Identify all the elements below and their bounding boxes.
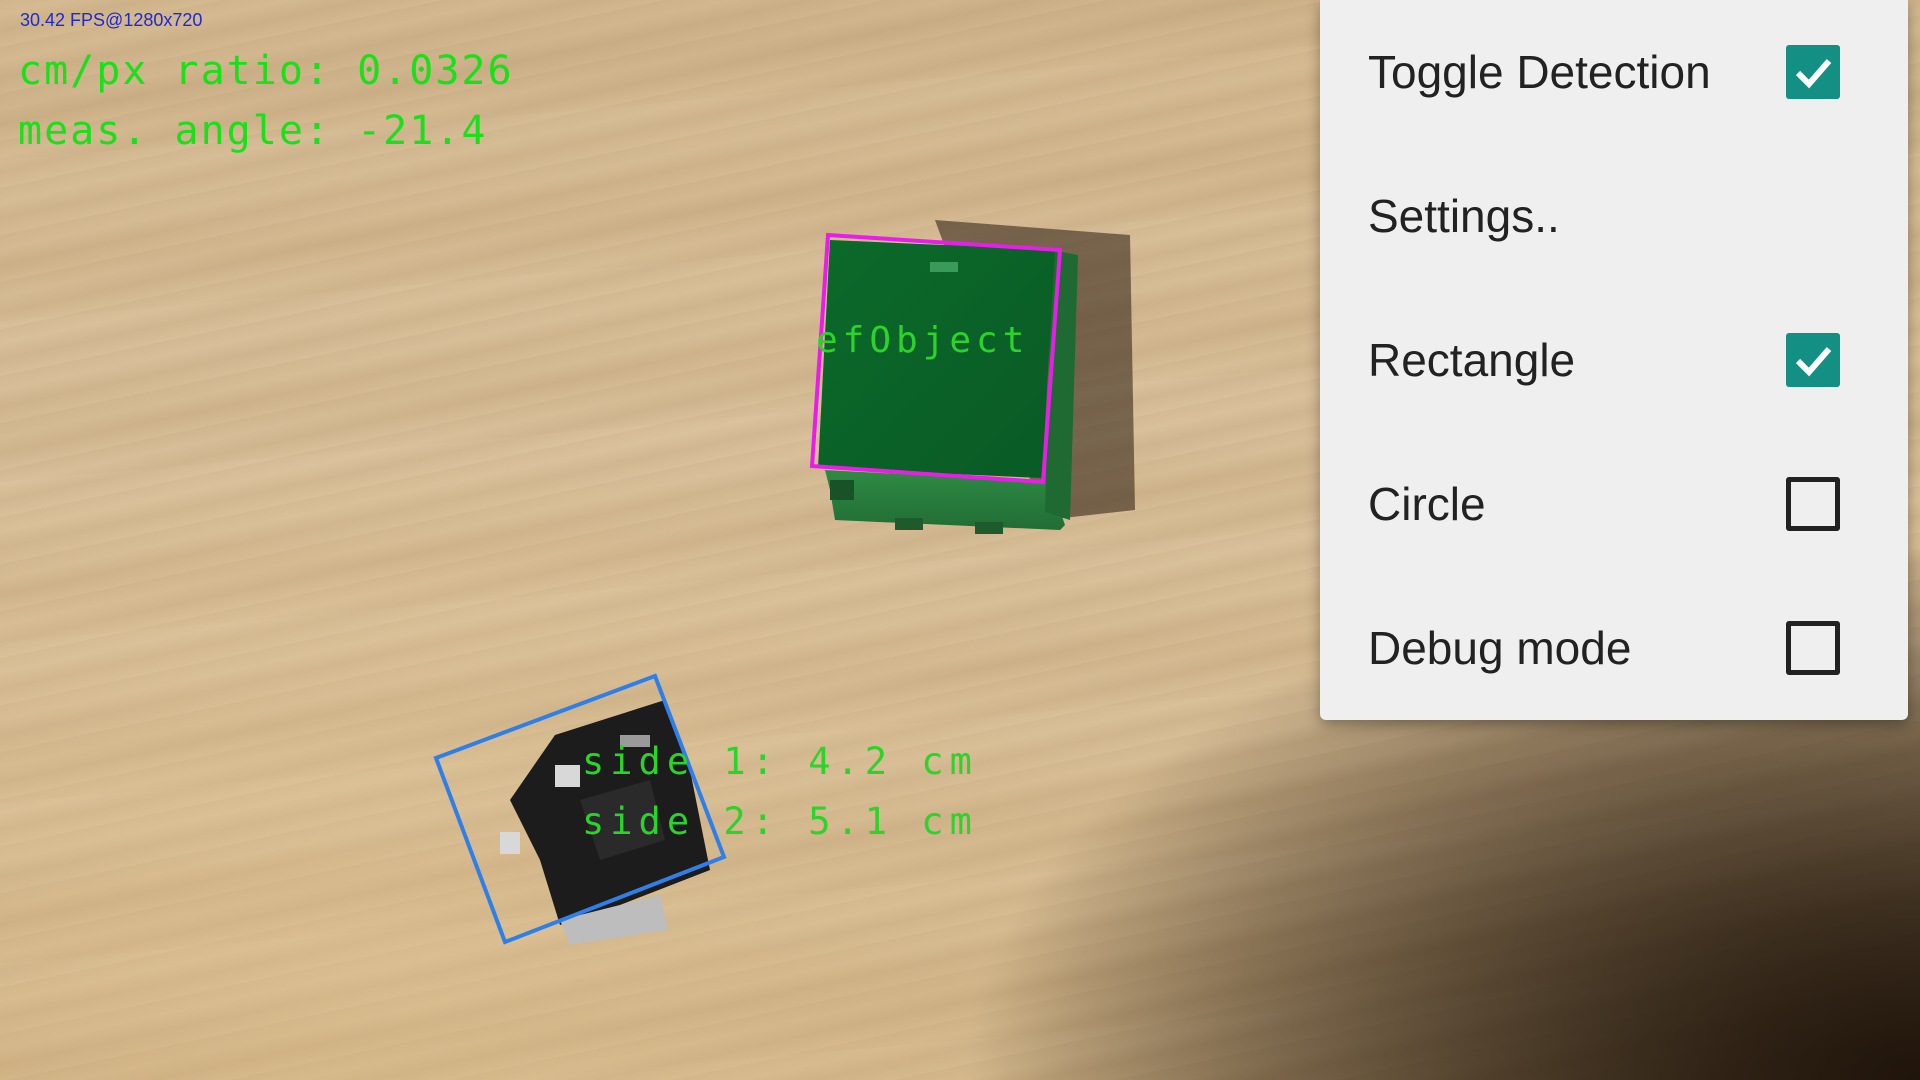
fps-readout: 30.42 FPS@1280x720 xyxy=(20,10,203,30)
menu-item-circle[interactable]: Circle xyxy=(1320,432,1908,576)
menu-item-label: Rectangle xyxy=(1368,334,1576,386)
menu-item-label: Settings.. xyxy=(1368,190,1560,242)
circle-checkbox[interactable] xyxy=(1786,477,1840,531)
rectangle-checkbox[interactable] xyxy=(1786,333,1840,387)
cm-per-px-ratio: cm/px ratio: 0.0326 xyxy=(18,48,514,94)
side-2-measurement: side 2: 5.1 cm xyxy=(582,800,978,843)
side-1-measurement: side 1: 4.2 cm xyxy=(582,740,978,783)
menu-item-label: Circle xyxy=(1368,478,1486,530)
toggle-detection-checkbox[interactable] xyxy=(1786,45,1840,99)
checkmark-icon xyxy=(1795,347,1832,377)
menu-item-label: Toggle Detection xyxy=(1368,46,1711,98)
debug-mode-checkbox[interactable] xyxy=(1786,621,1840,675)
reference-object-label: efObject xyxy=(816,320,1030,361)
checkmark-icon xyxy=(1795,59,1832,89)
measured-angle: meas. angle: -21.4 xyxy=(18,108,488,154)
menu-item-toggle-detection[interactable]: Toggle Detection xyxy=(1320,0,1908,144)
menu-item-label: Debug mode xyxy=(1368,622,1632,674)
menu-item-settings[interactable]: Settings.. xyxy=(1320,144,1908,288)
menu-item-debug-mode[interactable]: Debug mode xyxy=(1320,576,1908,720)
menu-item-rectangle[interactable]: Rectangle xyxy=(1320,288,1908,432)
options-menu: Toggle Detection Settings.. Rectangle Ci… xyxy=(1320,0,1908,720)
